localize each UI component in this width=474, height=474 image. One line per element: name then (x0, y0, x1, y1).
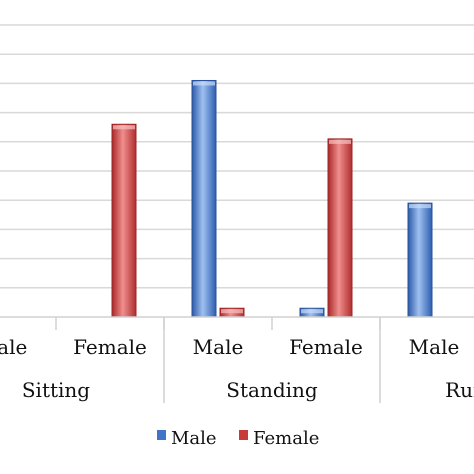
bar-female-sitting-1 (111, 123, 137, 318)
tick-label-gender: Male (0, 335, 27, 359)
legend: Male Female (157, 428, 319, 449)
bar-highlight (193, 81, 215, 86)
legend-swatch-female (239, 430, 248, 440)
bar-highlight (329, 139, 351, 144)
legend-swatch-male (157, 430, 166, 440)
bar-male-running-0 (407, 202, 433, 318)
legend-label-female: Female (253, 428, 319, 449)
tick-label-activity: Standing (226, 378, 318, 402)
bar-highlight (113, 125, 135, 130)
x-axis: MaleFemaleSittingMaleFemaleStandingMaleF… (0, 316, 474, 403)
tick-label-gender: Female (289, 335, 363, 359)
bars (111, 79, 433, 318)
tick-label-gender: Female (73, 335, 147, 359)
gridlines (0, 24, 474, 289)
tick-label-gender: Male (409, 335, 460, 359)
tick-label-activity: Sitting (22, 378, 90, 402)
bar-highlight (409, 204, 431, 209)
bar-highlight (301, 309, 323, 314)
tick-label-gender: Male (193, 335, 244, 359)
bar-female-standing-1 (327, 138, 353, 318)
bar-male-standing-0 (191, 79, 217, 318)
legend-label-male: Male (171, 428, 217, 449)
bar-highlight (221, 309, 243, 314)
tick-label-activity: Running (445, 378, 474, 402)
